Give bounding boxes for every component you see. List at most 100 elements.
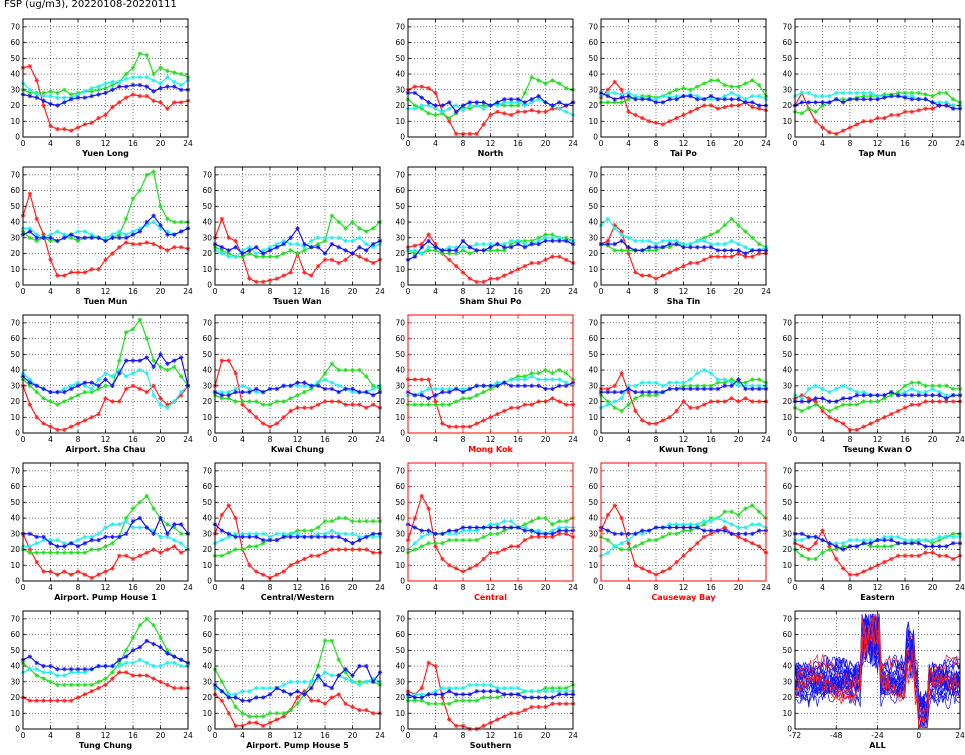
data-point [329,386,335,392]
data-point [336,534,341,540]
data-point [481,383,486,388]
data-point [522,402,528,407]
data-point [89,575,94,581]
data-point [137,75,143,80]
y-tick-label: 60 [782,482,792,491]
data-point [508,383,514,388]
data-point [543,386,548,392]
panel-title: Central [474,593,507,602]
data-point [557,235,562,240]
x-tick-label: 20 [541,139,551,148]
y-tick-label: 70 [395,170,405,179]
data-point [172,364,177,370]
y-tick-label: 0 [207,725,212,734]
data-point [447,424,452,429]
data-point [68,572,74,577]
data-point [488,245,493,250]
data-point [295,701,300,707]
data-point [315,663,321,669]
data-point [875,399,880,404]
data-point [103,682,108,688]
data-point [502,525,507,530]
data-point [916,393,921,398]
data-point [172,219,177,225]
data-point [640,389,645,395]
y-tick-label: 50 [10,646,20,655]
data-point [729,238,734,244]
y-tick-label: 20 [395,397,405,406]
data-point [226,248,231,253]
data-point [309,698,314,703]
data-point [543,257,548,263]
y-tick-label: 50 [588,54,598,63]
data-point [515,692,521,697]
data-point [563,86,569,91]
data-point [103,663,108,669]
data-point [729,383,734,388]
x-tick-label: 24 [568,731,578,740]
data-point [274,572,280,577]
data-point [557,399,562,404]
data-point [48,389,53,395]
data-point [799,396,805,401]
data-point [750,78,755,83]
data-point [667,566,672,571]
data-point [267,248,273,253]
all-trace [794,618,961,722]
y-tick-label: 20 [10,101,20,110]
data-point [944,553,949,559]
panel-title: Airport. Sha Chau [66,445,146,454]
data-point [467,131,473,137]
data-point [474,537,479,543]
data-point [370,386,376,392]
data-point [254,720,259,725]
data-point [944,393,949,398]
y-tick-label: 30 [395,529,405,538]
data-point [902,109,908,115]
data-point [322,670,328,675]
data-point [937,90,942,96]
data-point [281,569,286,574]
data-point [440,531,445,536]
x-tick-label: 0 [21,583,26,592]
data-point [151,169,156,174]
data-point [916,380,921,385]
data-point [633,563,638,568]
data-point [529,519,534,524]
data-point [158,679,163,684]
y-tick-label: 40 [588,218,598,227]
data-point [226,254,231,259]
data-point [813,109,818,115]
data-point [474,563,479,568]
data-point [89,547,94,552]
data-point [820,93,825,99]
data-point [660,100,666,105]
y-tick-label: 20 [588,249,598,258]
data-point [681,93,686,99]
data-point [82,122,88,127]
data-point [840,547,846,552]
data-point [660,525,666,530]
y-tick-label: 30 [10,85,20,94]
data-point [240,531,245,536]
data-point [329,695,335,700]
data-point [412,243,418,248]
data-point [68,667,74,672]
grid [408,463,573,581]
x-tick-label: 24 [761,287,771,296]
y-tick-label: 20 [782,545,792,554]
data-point [419,493,424,499]
data-point [626,248,631,253]
data-point [281,399,286,404]
data-point [667,525,672,530]
data-point [172,84,177,89]
data-point [834,399,839,404]
data-point [41,676,46,681]
data-point [137,358,143,363]
data-point [488,682,493,688]
data-point [75,95,81,100]
y-tick-label: 40 [782,366,792,375]
data-point [522,90,528,96]
